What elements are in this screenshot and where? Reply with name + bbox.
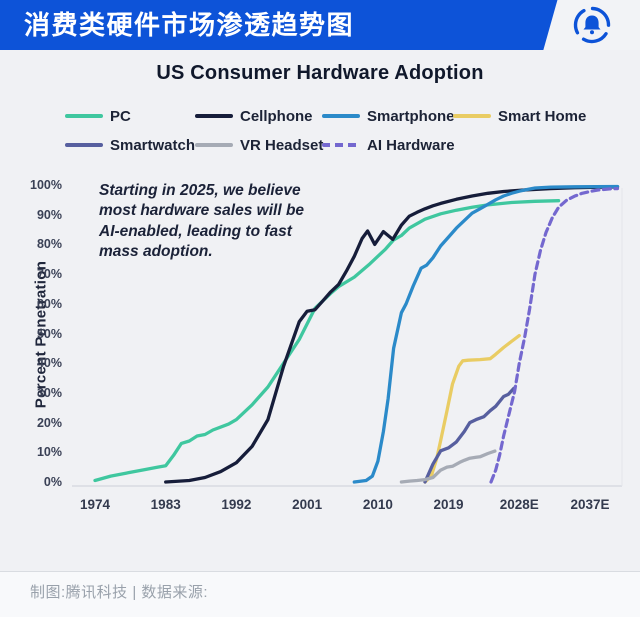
legend-label: Cellphone: [240, 107, 313, 125]
legend-swatch-cellphone: [195, 114, 233, 118]
y-tick-label: 10%: [36, 445, 62, 460]
y-tick-label: 70%: [36, 267, 62, 282]
y-tick-label: 80%: [36, 237, 62, 252]
page-title: 消费类硬件市场渗透趋势图: [24, 10, 355, 40]
legend-swatch-smartwatch: [65, 143, 103, 147]
x-tick-label: 2028E: [499, 497, 539, 512]
header-title-bar: 消费类硬件市场渗透趋势图: [0, 0, 558, 50]
app-header: 消费类硬件市场渗透趋势图: [0, 0, 640, 50]
legend-item-smartphone: Smartphone: [322, 107, 455, 125]
legend-item-pc: PC: [65, 107, 131, 125]
legend-item-smart-home: Smart Home: [453, 107, 587, 125]
footer: 制图:腾讯科技 | 数据来源:: [0, 571, 640, 617]
legend-swatch-vr-headset: [195, 143, 233, 147]
y-tick-label: 30%: [36, 385, 62, 400]
x-tick-label: 2001: [292, 497, 323, 512]
legend-label: PC: [110, 107, 131, 125]
series-line-ai-hardware: [489, 187, 620, 484]
y-tick-label: 0%: [43, 475, 62, 489]
y-tick-label: 90%: [36, 207, 62, 222]
footer-credit: 制图:腾讯科技 | 数据来源:: [30, 584, 209, 601]
y-tick-label: 100%: [30, 178, 62, 192]
tencent-tech-bell-logo-icon: [572, 5, 612, 45]
legend-item-ai-hardware: AI Hardware: [322, 136, 455, 154]
x-tick-label: 1992: [221, 497, 252, 512]
x-tick-label: 1974: [79, 497, 111, 512]
y-tick-label: 40%: [36, 356, 62, 371]
legend-swatch-pc: [65, 114, 103, 118]
legend-swatch-smart-home: [453, 114, 491, 118]
legend-item-smartwatch: Smartwatch: [65, 136, 196, 154]
legend-item-vr-headset: VR Headset: [195, 136, 324, 154]
series-line-vr-headset: [399, 449, 497, 484]
x-tick-label: 2037E: [570, 497, 610, 512]
series-line-smartphone: [352, 184, 620, 484]
chart-title: US Consumer Hardware Adoption: [156, 62, 484, 84]
legend-swatch-ai-hardware: [322, 143, 360, 147]
series-line-smartwatch: [423, 386, 516, 484]
x-tick-label: 2019: [433, 497, 464, 512]
legend-label: Smartwatch: [110, 136, 196, 154]
x-tick-label: 1983: [150, 497, 181, 512]
y-tick-label: 60%: [36, 296, 62, 311]
legend-label: AI Hardware: [367, 136, 455, 154]
y-tick-label: 50%: [36, 326, 62, 341]
chart-annotation: Starting in 2025, we believe most hardwa…: [99, 182, 305, 261]
legend-swatch-smartphone: [322, 114, 360, 118]
series-line-smart-home: [423, 333, 521, 484]
legend-label: VR Headset: [240, 136, 324, 154]
legend-label: Smartphone: [367, 107, 455, 125]
x-tick-label: 2010: [362, 497, 393, 512]
legend-label: Smart Home: [498, 107, 587, 125]
y-tick-label: 20%: [36, 415, 62, 430]
legend-item-cellphone: Cellphone: [195, 107, 313, 125]
